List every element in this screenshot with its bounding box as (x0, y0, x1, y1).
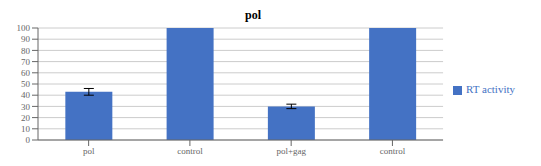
html-text:RT activity: RT activity (466, 83, 515, 95)
svg-text:10: 10 (21, 124, 31, 134)
svg-text:70: 70 (21, 57, 31, 67)
svg-text:control: control (177, 146, 203, 156)
svg-text:30: 30 (21, 102, 31, 112)
svg-text:pol: pol (83, 146, 95, 156)
svg-text:40: 40 (21, 90, 31, 100)
svg-text:50: 50 (21, 79, 31, 89)
svg-text:control: control (380, 146, 406, 156)
svg-text:80: 80 (21, 46, 31, 56)
svg-text:pol+gag: pol+gag (276, 146, 306, 156)
svg-text:100: 100 (17, 23, 31, 33)
svg-text:60: 60 (21, 68, 31, 78)
svg-text:90: 90 (21, 34, 31, 44)
svg-text:20: 20 (21, 113, 31, 123)
html-text:pol: pol (245, 8, 261, 22)
svg-text:0: 0 (26, 135, 31, 145)
